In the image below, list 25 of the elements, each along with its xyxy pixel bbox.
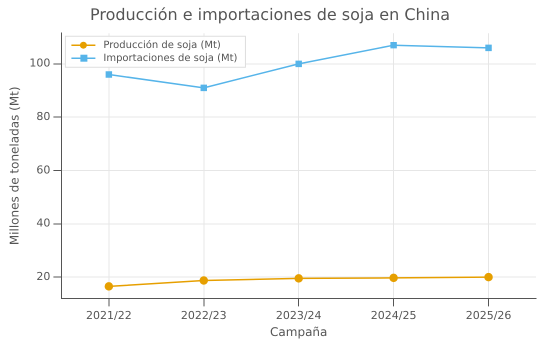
x-axis-title: Campaña	[270, 324, 328, 339]
y-tick-label: 40	[36, 216, 50, 230]
y-tick-label: 80	[36, 110, 50, 124]
point	[104, 282, 114, 291]
x-tick-label: 2025/26	[466, 308, 512, 322]
point	[295, 60, 302, 68]
x-tick-label: 2022/23	[180, 308, 227, 322]
point	[390, 42, 397, 48]
legend-label: Producción de soja (Mt)	[103, 40, 221, 51]
y-tick-label: 100	[29, 56, 50, 70]
chart-title: Producción e importaciones de soja en China	[90, 4, 450, 24]
point	[200, 84, 207, 92]
point	[106, 71, 112, 78]
point	[200, 276, 208, 285]
point	[389, 274, 398, 282]
y-axis-title: Millones de toneladas (Mt)	[7, 86, 22, 246]
point	[485, 44, 492, 52]
legend-label: Importaciones de soja (Mt)	[103, 52, 238, 64]
point	[294, 274, 303, 283]
y-tick-label: 60	[36, 163, 50, 176]
x-tick-label: 2021/22	[86, 308, 132, 322]
x-tick-label: 2023/24	[276, 308, 322, 322]
x-tick-label: 2024/25	[370, 308, 416, 322]
point	[484, 272, 493, 282]
y-tick-label: 20	[36, 270, 50, 283]
